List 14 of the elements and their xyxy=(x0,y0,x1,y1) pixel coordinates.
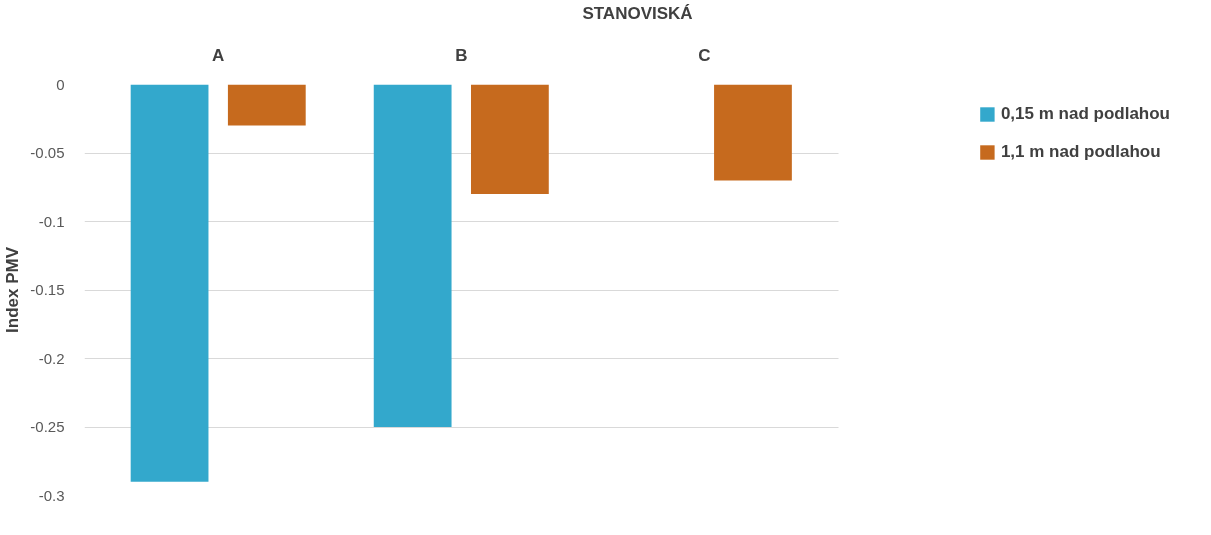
y-tick-label: -0.25 xyxy=(30,418,65,435)
x-axis-title: STANOVISKÁ xyxy=(582,3,693,23)
legend-label: 1,1 m nad podlahou xyxy=(1000,142,1161,162)
y-tick-label: -0.15 xyxy=(30,281,65,298)
x-tick-label: B xyxy=(455,45,468,65)
y-tick-label: -0.3 xyxy=(38,486,65,504)
x-tick-label: A xyxy=(212,45,225,65)
y-tick-label: -0.05 xyxy=(30,144,65,161)
x-tick-label: C xyxy=(698,45,711,65)
legend-label: 0,15 m nad podlahou xyxy=(1000,104,1170,124)
y-tick-label: -0.2 xyxy=(38,349,65,367)
y-tick-label: -0.1 xyxy=(38,212,65,230)
y-tick-label: 0 xyxy=(56,75,65,93)
y-axis-title: Index PMV xyxy=(3,246,23,333)
